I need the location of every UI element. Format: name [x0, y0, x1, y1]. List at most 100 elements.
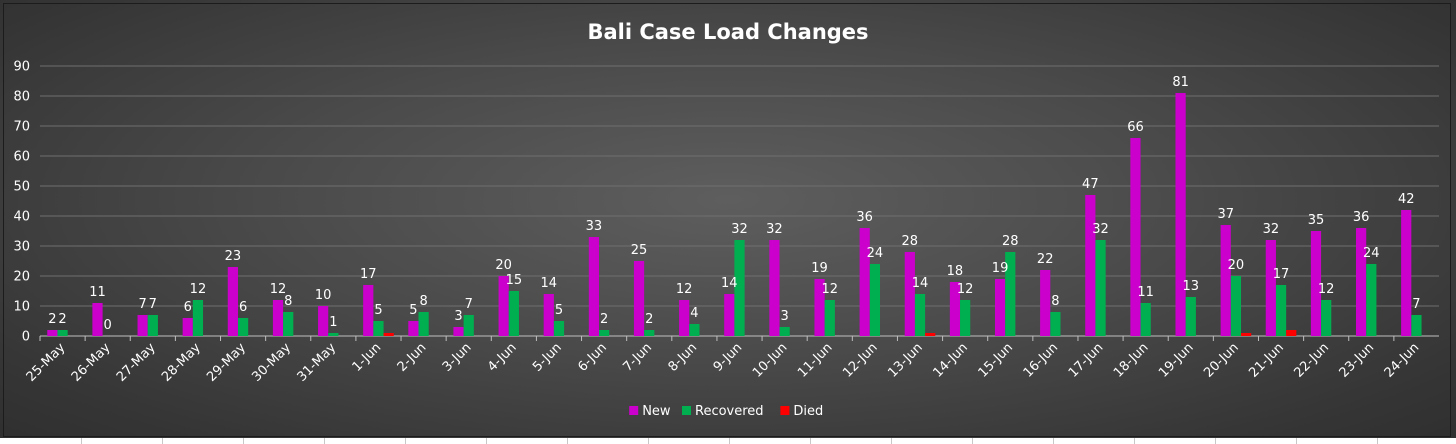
x-tick-label: 1-Jun: [350, 340, 385, 375]
y-axis-ticks: 0 10 20 30 40 50 60 70 80 90: [13, 60, 30, 345]
bar-recovered: [463, 315, 474, 336]
legend-label-new: New: [642, 404, 671, 419]
x-tick-label: 28-May: [159, 340, 204, 385]
x-tick-label: 19-Jun: [1156, 340, 1197, 381]
y-tick-label: 90: [13, 60, 30, 75]
data-label-new: 20: [495, 258, 512, 273]
bar-new: [1085, 195, 1096, 336]
data-label-new: 18: [947, 264, 964, 279]
data-label-new: 2: [48, 312, 56, 327]
x-tick-label: 9-Jun: [711, 340, 746, 375]
bar-new: [318, 306, 329, 336]
x-tick-label: 27-May: [114, 340, 159, 385]
bar-recovered: [328, 333, 339, 336]
bar-new: [949, 282, 961, 336]
data-label-recovered: 4: [690, 306, 698, 321]
data-label-recovered: 5: [374, 303, 382, 318]
bar-died: [1241, 333, 1252, 336]
bar-new: [182, 318, 193, 336]
x-tick-label: 24-Jun: [1382, 340, 1423, 381]
strip-tick: [1134, 438, 1135, 444]
bar-new: [904, 252, 915, 336]
bar-died: [925, 333, 936, 336]
x-tick-label: 29-May: [204, 340, 249, 385]
strip-tick: [810, 438, 811, 444]
data-label-new: 66: [1127, 120, 1144, 135]
x-tick-label: 11-Jun: [795, 340, 836, 381]
x-tick-label: 8-Jun: [666, 340, 701, 375]
x-tick-label: 18-Jun: [1111, 340, 1152, 381]
bar-new: [814, 279, 825, 336]
data-label-recovered: 7: [1412, 297, 1420, 312]
strip-tick: [1377, 438, 1378, 444]
bar-recovered: [734, 240, 745, 336]
gridlines: [40, 65, 1439, 337]
bar-new: [859, 228, 870, 336]
x-tick-label: 21-Jun: [1246, 340, 1287, 381]
bar-recovered: [192, 300, 204, 336]
data-label-recovered: 5: [555, 303, 563, 318]
x-tick-label: 14-Jun: [930, 340, 971, 381]
bars: [47, 93, 1422, 336]
bar-new: [633, 261, 645, 336]
bar-new: [137, 315, 148, 336]
chart-title: Bali Case Load Changes: [587, 20, 868, 44]
data-label-new: 11: [89, 285, 106, 300]
data-label-new: 5: [409, 303, 417, 318]
bar-recovered: [373, 321, 384, 336]
x-tick-label: 5-Jun: [530, 340, 565, 375]
data-label-new: 17: [360, 267, 377, 282]
bar-new: [1130, 138, 1141, 336]
y-tick-label: 80: [13, 90, 30, 105]
bar-new: [1401, 210, 1412, 336]
data-label-recovered: 12: [957, 282, 974, 297]
x-tick-label: 7-Jun: [620, 340, 655, 375]
bar-new: [1175, 93, 1186, 336]
y-tick-label: 40: [13, 210, 30, 225]
strip-tick: [486, 438, 487, 444]
bar-recovered: [1095, 240, 1106, 336]
x-tick-label: 13-Jun: [885, 340, 926, 381]
strip-tick: [567, 438, 568, 444]
legend-swatch-new: [629, 406, 639, 415]
x-tick-label: 10-Jun: [750, 340, 791, 381]
y-tick-label: 20: [13, 270, 30, 285]
x-tick-label: 3-Jun: [440, 340, 475, 375]
strip-tick: [162, 438, 163, 444]
bar-new: [1356, 228, 1367, 336]
bar-new: [769, 240, 780, 336]
bar-new: [724, 294, 735, 336]
bar-recovered: [283, 312, 294, 336]
data-label-recovered: 32: [1092, 222, 1109, 237]
bar-recovered: [1050, 312, 1061, 336]
bar-new: [1265, 240, 1276, 336]
data-label-recovered: 11: [1137, 285, 1154, 300]
strip-tick: [1053, 438, 1054, 444]
bar-recovered: [869, 264, 880, 336]
bar-new: [453, 327, 464, 336]
data-label-recovered: 7: [465, 297, 473, 312]
x-tick-label: 16-Jun: [1021, 340, 1062, 381]
bar-recovered: [237, 318, 249, 336]
data-label-new: 10: [315, 288, 332, 303]
data-label-recovered: 20: [1228, 258, 1245, 273]
data-label-recovered: 24: [867, 246, 884, 261]
legend-swatch-died: [780, 406, 790, 415]
data-label-new: 7: [138, 297, 146, 312]
y-tick-label: 70: [13, 120, 30, 135]
bar-recovered: [1230, 276, 1242, 336]
bar-new: [408, 321, 419, 336]
data-label-new: 19: [992, 261, 1009, 276]
chart-frame: [3, 3, 1451, 437]
data-label-recovered: 14: [912, 276, 929, 291]
data-label-new: 36: [1353, 210, 1370, 225]
x-tick-label: 31-May: [295, 340, 340, 385]
data-label-recovered: 12: [190, 282, 207, 297]
bar-new: [92, 303, 103, 336]
bar-recovered: [644, 330, 655, 336]
data-label-recovered: 17: [1273, 267, 1290, 282]
strip-tick: [648, 438, 649, 444]
legend: New Recovered Died: [629, 404, 823, 419]
x-tick-label: 23-Jun: [1337, 340, 1378, 381]
